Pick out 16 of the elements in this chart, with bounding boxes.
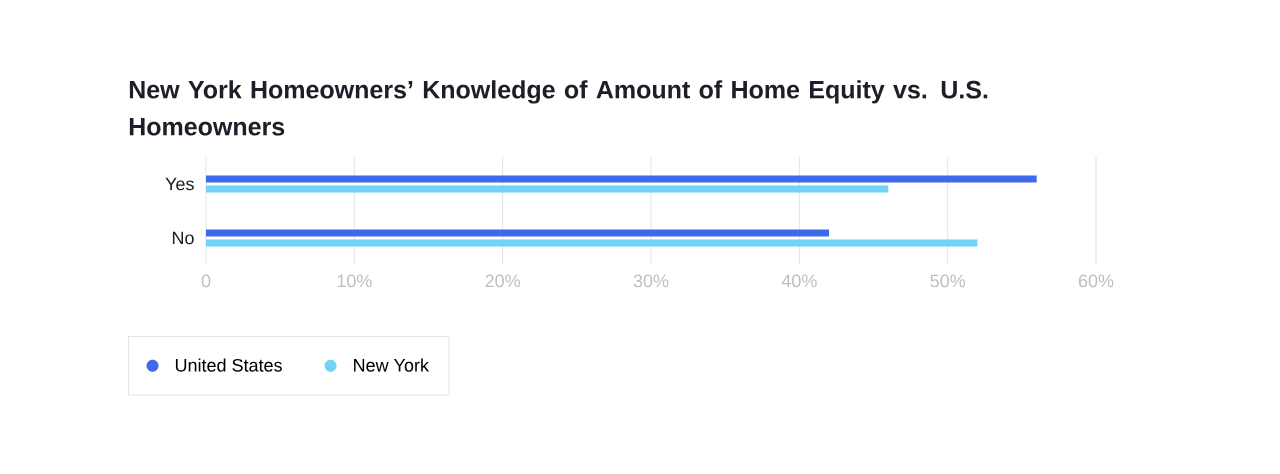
x-tick-label: 20% [485, 274, 521, 288]
x-tick-label: 30% [633, 274, 669, 288]
x-tick-label: 10% [337, 274, 372, 288]
bar [206, 175, 1037, 183]
x-tick-label: 60% [1078, 274, 1114, 288]
x-tick-label: 50% [930, 274, 966, 288]
y-tick-label: Yes [165, 177, 194, 191]
y-tick-label: No [172, 231, 194, 245]
bar [206, 239, 978, 247]
x-tick-label: 40% [781, 274, 817, 288]
x-tick-label: 0 [201, 274, 211, 288]
legend-label: United States [175, 358, 282, 372]
chart-title: New York Homeowners’ Knowledge of Amount of Home Equity vs. U.S. Homeowners [129, 80, 988, 136]
bar [206, 229, 829, 237]
bar [206, 185, 889, 193]
legend-label: New York [354, 358, 429, 372]
